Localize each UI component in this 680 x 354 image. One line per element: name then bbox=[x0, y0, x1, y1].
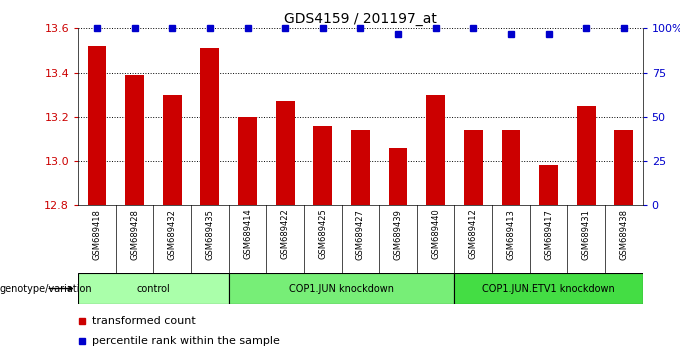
Bar bbox=[238, 117, 257, 205]
Text: GSM689435: GSM689435 bbox=[205, 209, 214, 259]
Text: genotype/variation: genotype/variation bbox=[0, 284, 92, 293]
Bar bbox=[78, 273, 228, 304]
Text: COP1.JUN.ETV1 knockdown: COP1.JUN.ETV1 knockdown bbox=[482, 284, 615, 293]
Text: GSM689432: GSM689432 bbox=[168, 209, 177, 259]
Bar bbox=[125, 75, 144, 205]
Text: GSM689440: GSM689440 bbox=[431, 209, 440, 259]
Text: GSM689413: GSM689413 bbox=[507, 209, 515, 259]
Bar bbox=[163, 95, 182, 205]
Text: GSM689425: GSM689425 bbox=[318, 209, 327, 259]
Title: GDS4159 / 201197_at: GDS4159 / 201197_at bbox=[284, 12, 437, 26]
Bar bbox=[464, 130, 483, 205]
Text: GSM689412: GSM689412 bbox=[469, 209, 478, 259]
Bar bbox=[615, 130, 633, 205]
Bar bbox=[313, 126, 332, 205]
Bar bbox=[454, 273, 643, 304]
Bar bbox=[539, 166, 558, 205]
Text: percentile rank within the sample: percentile rank within the sample bbox=[92, 336, 279, 346]
Text: GSM689431: GSM689431 bbox=[581, 209, 591, 259]
Text: GSM689418: GSM689418 bbox=[92, 209, 101, 259]
Text: GSM689422: GSM689422 bbox=[281, 209, 290, 259]
Text: GSM689427: GSM689427 bbox=[356, 209, 365, 259]
Text: transformed count: transformed count bbox=[92, 316, 195, 326]
Bar bbox=[502, 130, 520, 205]
Text: GSM689417: GSM689417 bbox=[544, 209, 553, 259]
Text: GSM689439: GSM689439 bbox=[394, 209, 403, 259]
Bar bbox=[351, 130, 370, 205]
Bar bbox=[426, 95, 445, 205]
Bar bbox=[389, 148, 407, 205]
Bar bbox=[88, 46, 106, 205]
Text: GSM689438: GSM689438 bbox=[619, 209, 628, 260]
Text: GSM689428: GSM689428 bbox=[130, 209, 139, 259]
Bar bbox=[228, 273, 454, 304]
Bar bbox=[577, 106, 596, 205]
Bar bbox=[201, 48, 219, 205]
Text: COP1.JUN knockdown: COP1.JUN knockdown bbox=[289, 284, 394, 293]
Text: GSM689414: GSM689414 bbox=[243, 209, 252, 259]
Text: control: control bbox=[137, 284, 170, 293]
Bar bbox=[276, 101, 294, 205]
